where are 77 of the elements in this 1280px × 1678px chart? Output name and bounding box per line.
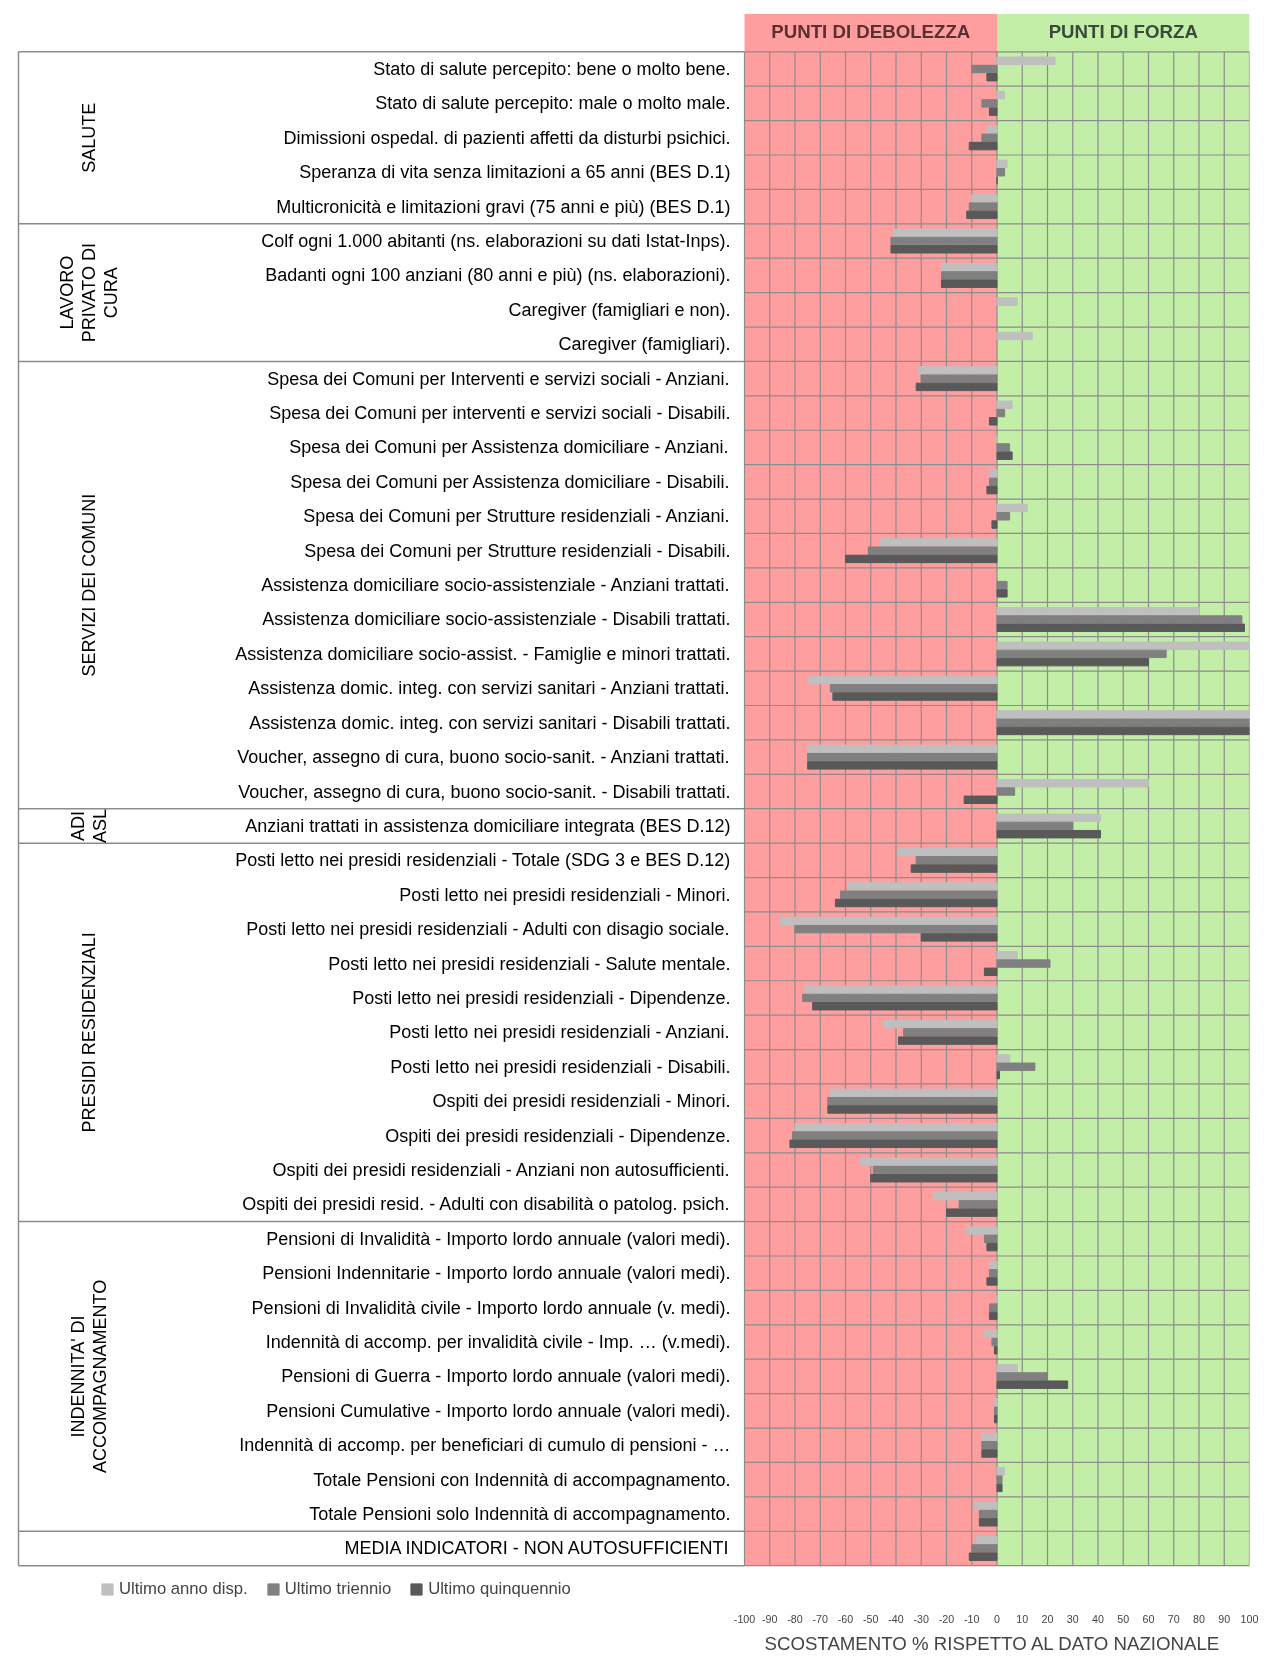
y-tick-label: Spesa dei Comuni per Strutture residenziali - Disabili. [304,540,731,561]
y-tick-label: Caregiver (famigliari e non). [508,299,731,320]
y-tick-label: Anziani trattati in assistenza domiciliare integrata (BES D.12) [245,815,731,836]
x-tick-label: -70 [812,1612,829,1625]
x-tick-label: -30 [913,1612,930,1625]
x-tick-label: 10 [1016,1612,1029,1625]
y-tick-label: Badanti ogni 100 anziani (80 anni e più) (ns. elaborazioni). [265,265,731,286]
y-tick-label: Caregiver (famigliari). [558,334,731,355]
y-tick-label: Assistenza domiciliare socio-assistenziale - Anziani trattati. [261,575,730,596]
x-tick-label: 90 [1218,1612,1231,1625]
y-tick-label: Stato di salute percepito: male o molto male. [375,93,731,114]
y-tick-label: Assistenza domiciliare socio-assistenziale - Disabili trattati. [262,609,731,630]
x-tick-label: 80 [1193,1612,1205,1625]
x-tick-label: -20 [938,1612,955,1625]
y-tick-label: Assistenza domic. integ. con servizi sanitari - Anziani trattati. [248,678,730,699]
y-tick-label: Posti letto nei presidi residenziali - Disabili. [390,1056,731,1077]
y-tick-label: Spesa dei Comuni per interventi e servizi sociali - Disabili. [269,403,731,424]
legend-label: Ultimo anno disp. [119,1579,248,1599]
y-tick-label: Totale Pensioni solo Indennità di accompagnamento. [309,1504,731,1525]
y-tick-label: Pensioni di Guerra - Importo lordo annuale (valori medi). [281,1366,731,1387]
x-tick-label: 50 [1117,1612,1130,1625]
y-tick-label: Ospiti dei presidi residenziali - Minori. [432,1091,731,1112]
x-tick-label: 20 [1041,1612,1054,1625]
y-tick-label: Colf ogni 1.000 abitanti (ns. elaborazioni su dati Istat-Inps). [261,231,731,252]
text: PRESIDI RESIDENZIALI [78,932,99,1133]
x-tick-label: -60 [837,1612,854,1625]
text: ADI ASL [67,808,110,843]
x-tick-label: -40 [888,1612,904,1625]
y-tick-label: Spesa dei Comuni per Assistenza domiciliare - Anziani. [289,437,729,458]
x-tick-label: 0 [994,1612,1001,1625]
y-tick-label: Posti letto nei presidi residenziali - Adulti con disagio sociale. [246,919,730,940]
y-tick-label: Pensioni di Invalidità civile - Importo lordo annuale (v. medi). [251,1297,731,1318]
y-tick-label: Posti letto nei presidi residenziali - Anziani. [389,1022,730,1043]
x-tick-label: -10 [964,1612,980,1625]
y-tick-label: Multicronicità e limitazioni gravi (75 anni e più) (BES D.1) [276,196,731,217]
text: SALUTE [78,102,99,173]
legend-label: Ultimo triennio [284,1579,392,1599]
text: SERVIZI DEI COMUNI [78,493,99,677]
y-tick-label: Pensioni di Invalidità - Importo lordo annuale (valori medi). [266,1228,731,1249]
y-tick-label: Voucher, assegno di cura, buono socio-sanit. - Anziani trattati. [237,747,730,768]
y-tick-label: Posti letto nei presidi residenziali - Totale (SDG 3 e BES D.12) [235,850,731,871]
y-tick-label: Indennità di accomp. per beneficiari di cumulo di pensioni - … [239,1435,731,1456]
y-tick-label: Totale Pensioni con Indennità di accompagnamento. [313,1469,731,1490]
x-tick-label: 40 [1092,1612,1104,1625]
x-tick-label: 100 [1240,1612,1259,1625]
y-tick-label: Ospiti dei presidi residenziali - Anziani non autosufficienti. [272,1159,730,1180]
legend-label: Ultimo quinquennio [428,1579,571,1599]
x-tick-label: -80 [787,1612,803,1625]
band-label: PUNTI DI DEBOLEZZA [771,20,971,42]
y-tick-label: Pensioni Indennitarie - Importo lordo annuale (valori medi). [262,1263,731,1284]
y-tick-label: Posti letto nei presidi residenziali - Salute mentale. [328,953,731,974]
y-tick-label: Indennità di accomp. per invalidità civile - Imp. … (v.medi). [265,1332,731,1353]
y-tick-label: Assistenza domic. integ. con servizi sanitari - Disabili trattati. [249,712,731,733]
x-tick-label: 30 [1066,1612,1079,1625]
text: INDENNITA' DI ACCOMPAGNAMENTO [67,1279,110,1474]
y-tick-label: Pensioni Cumulative - Importo lordo annuale (valori medi). [266,1400,731,1421]
y-tick-label: Posti letto nei presidi residenziali - Dipendenze. [352,987,731,1008]
x-tick-label: -100 [733,1612,756,1625]
x-axis-title: SCOSTAMENTO % RISPETTO AL DATO NAZIONALE [764,1632,1220,1654]
y-tick-label: Posti letto nei presidi residenziali - Minori. [399,884,731,905]
y-tick-label: Dimissioni ospedal. di pazienti affetti da disturbi psichici. [283,127,731,148]
y-tick-label: Ospiti dei presidi resid. - Adulti con disabilità o patolog. psich. [242,1194,730,1215]
x-tick-label: 70 [1167,1612,1180,1625]
y-tick-label: Speranza di vita senza limitazioni a 65 anni (BES D.1) [299,162,731,183]
y-tick-label: Spesa dei Comuni per Assistenza domiciliare - Disabili. [290,471,730,492]
y-tick-label: Assistenza domiciliare socio-assist. - Famiglie e minori trattati. [235,643,731,664]
x-tick-label: -50 [863,1612,879,1625]
y-tick-label: Spesa dei Comuni per Interventi e servizi sociali - Anziani. [267,368,730,389]
y-tick-label: Ospiti dei presidi residenziali - Dipendenze. [385,1125,731,1146]
y-tick-label: MEDIA INDICATORI - NON AUTOSUFFICIENTI [344,1538,729,1559]
x-tick-label: -90 [762,1612,778,1625]
y-tick-label: Voucher, assegno di cura, buono socio-sanit. - Disabili trattati. [238,781,731,802]
x-tick-label: 60 [1142,1612,1155,1625]
band-label: PUNTI DI FORZA [1048,20,1198,42]
y-tick-label: Stato di salute percepito: bene o molto bene. [373,58,731,79]
text: LAVORO PRIVATO DI CURA [56,243,121,343]
y-tick-label: Spesa dei Comuni per Strutture residenziali - Anziani. [303,506,730,527]
